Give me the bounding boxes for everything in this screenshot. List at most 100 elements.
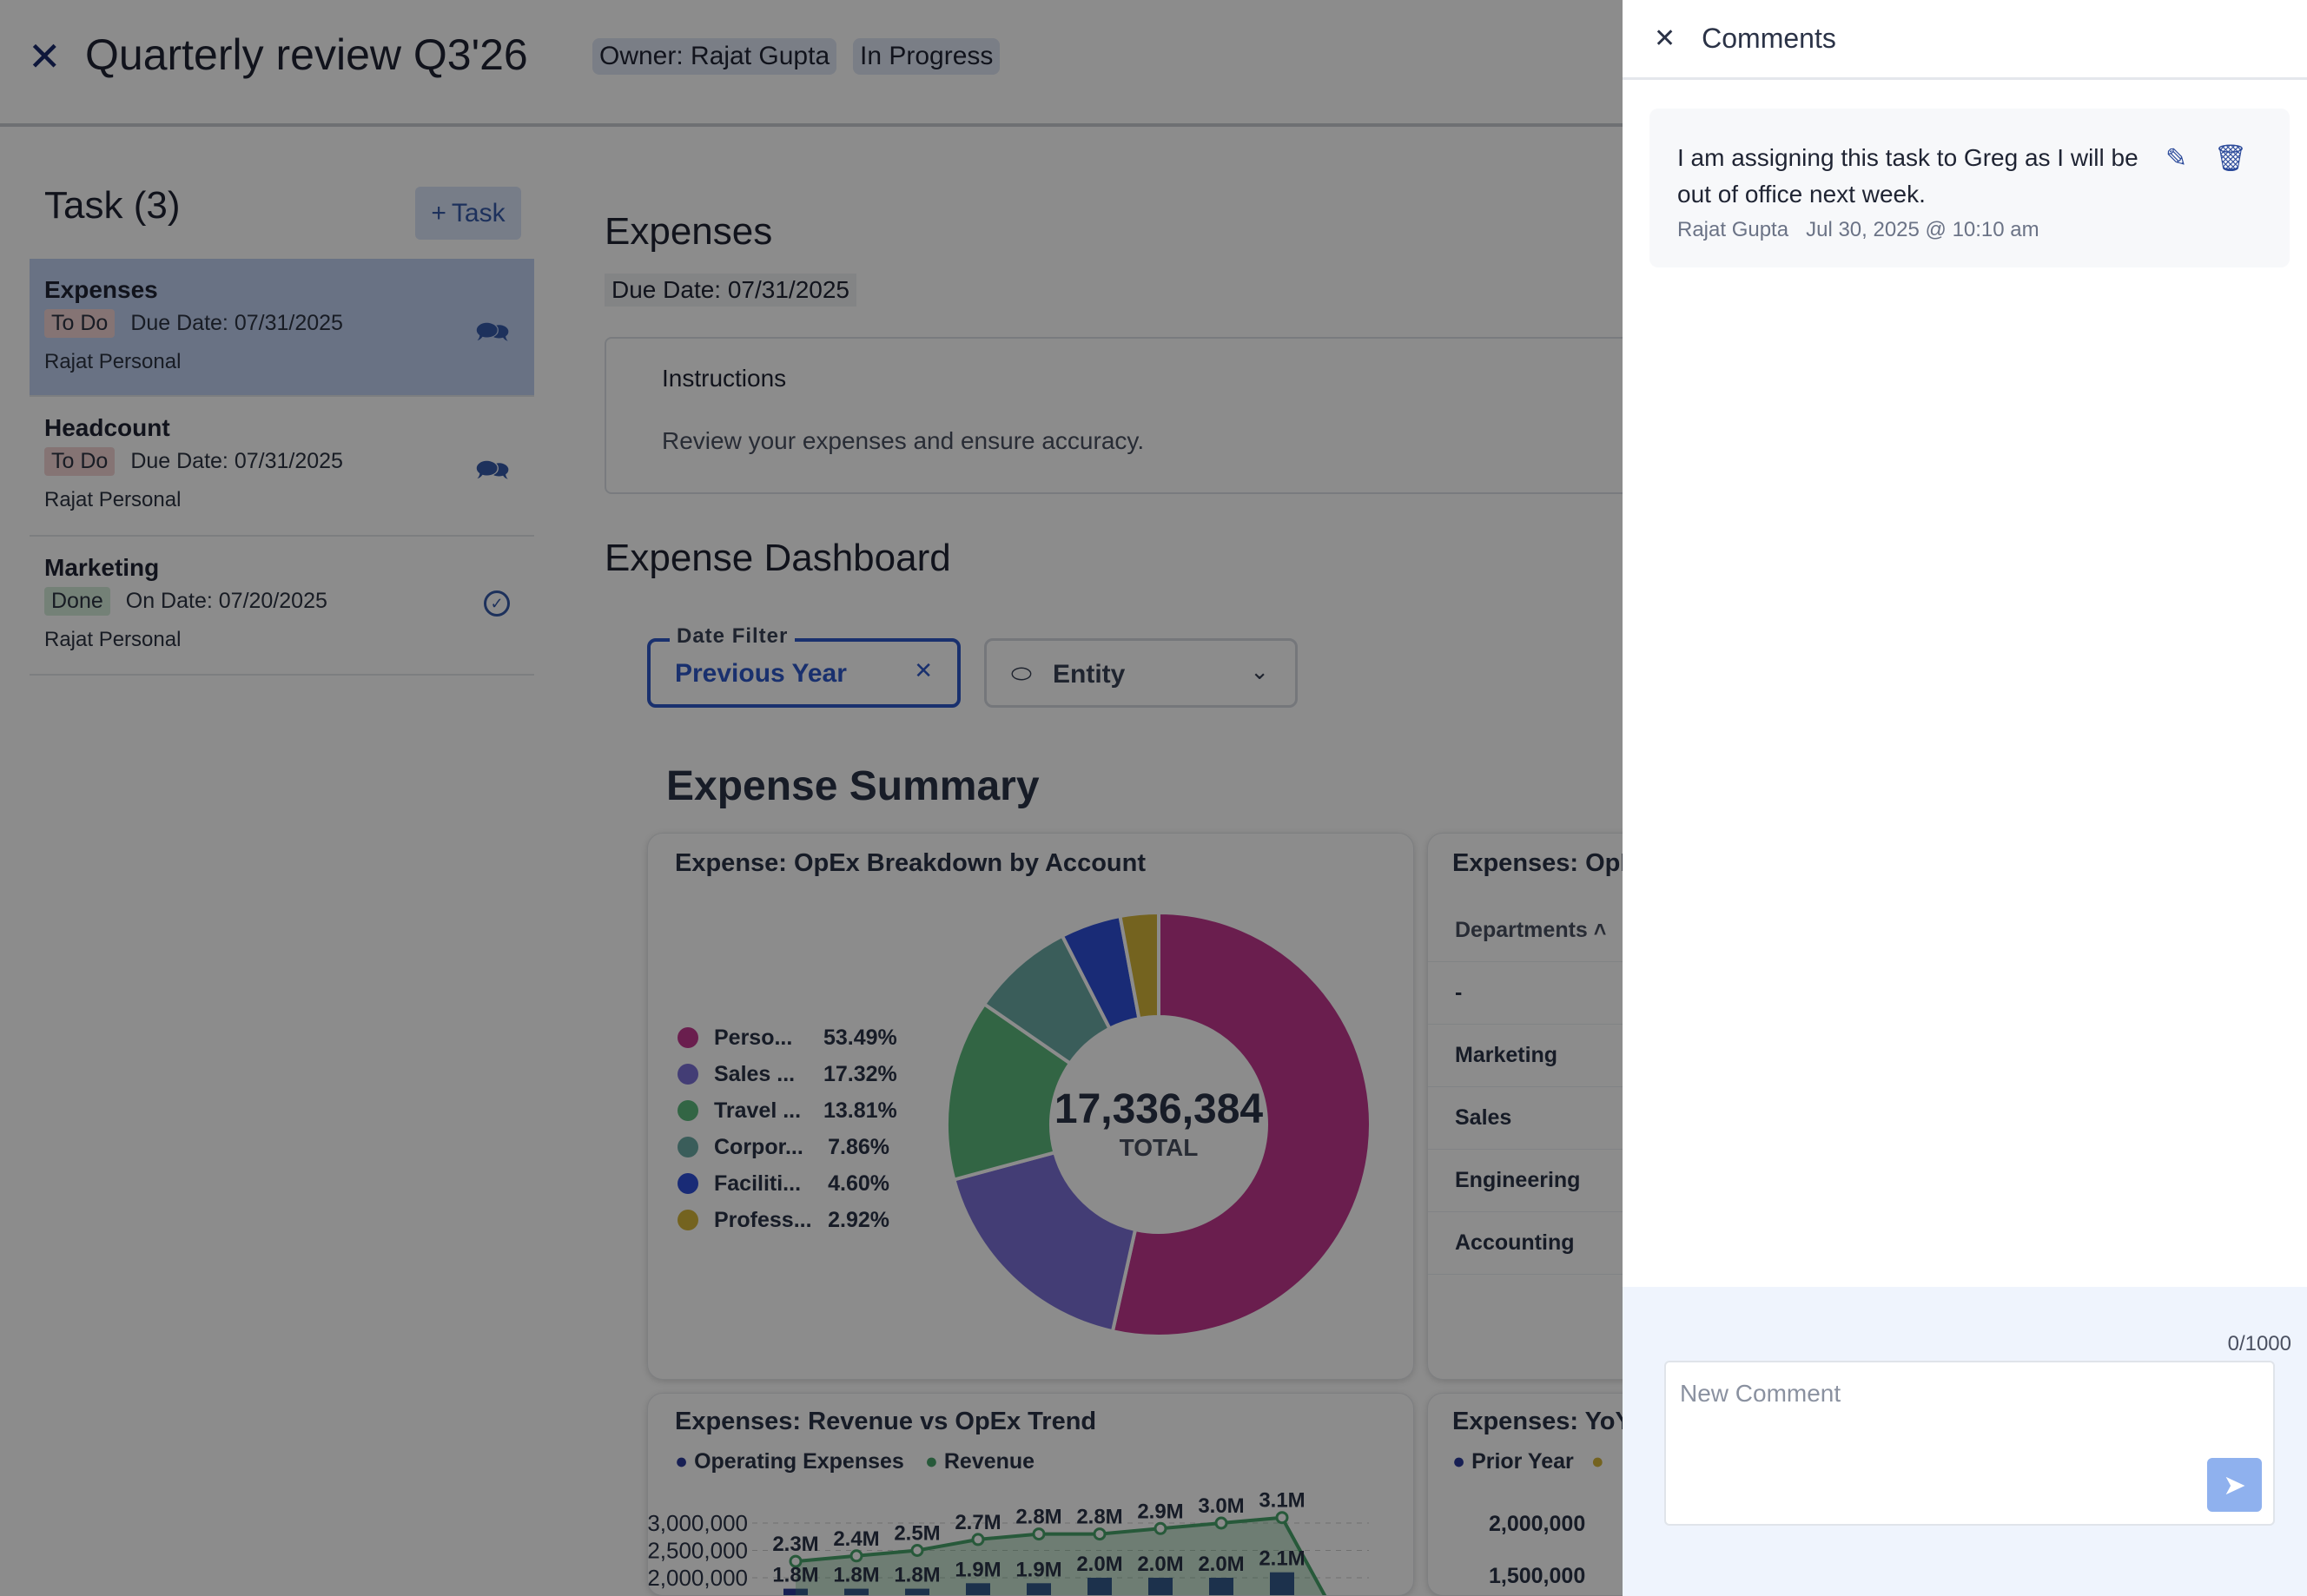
revenue-point[interactable] bbox=[1154, 1521, 1167, 1535]
legend-item[interactable]: Corpor... 7.86% bbox=[678, 1129, 889, 1165]
revenue-label: 2.5M bbox=[894, 1522, 940, 1546]
dashboard-title: Expense Dashboard bbox=[605, 537, 951, 579]
send-button[interactable]: ➤ bbox=[2207, 1458, 2262, 1512]
comments-icon[interactable]: 🗪 bbox=[475, 316, 510, 347]
legend-value: 7.86% bbox=[828, 1134, 889, 1159]
legend-item[interactable]: Travel ... 13.81% bbox=[678, 1092, 897, 1129]
opex-breakdown-card: Expense: OpEx Breakdown by Account Perso… bbox=[647, 833, 1414, 1380]
donut-total-label: TOTAL bbox=[1119, 1134, 1199, 1161]
donut-total: 17,336,384 bbox=[1054, 1086, 1264, 1132]
comments-panel: ✕ Comments I am assigning this task to Gr… bbox=[1623, 0, 2307, 1596]
card-title: Expense: OpEx Breakdown by Account bbox=[675, 849, 1146, 877]
legend-dot bbox=[678, 1064, 698, 1085]
chevron-down-icon: ⌄ bbox=[1250, 658, 1269, 684]
add-task-button[interactable]: + Task bbox=[415, 187, 521, 240]
legend-label: Revenue bbox=[943, 1449, 1035, 1474]
legend-revenue[interactable]: ● Revenue bbox=[924, 1449, 1035, 1474]
task-name: Expenses bbox=[44, 276, 158, 303]
revenue-point[interactable] bbox=[1214, 1516, 1228, 1530]
revenue-line bbox=[795, 1515, 1327, 1595]
donut-slice[interactable] bbox=[945, 1001, 1073, 1182]
task-page: ✕ Quarterly review Q3'26 Owner: Rajat Gu… bbox=[0, 30, 1623, 1596]
comment-time: Jul 30, 2025 @ 10:10 am bbox=[1806, 218, 2039, 241]
task-status: To Do bbox=[44, 447, 116, 476]
send-icon: ➤ bbox=[2223, 1469, 2246, 1500]
revenue-point[interactable] bbox=[849, 1549, 863, 1563]
revenue-label: 2.8M bbox=[1076, 1506, 1122, 1529]
table-row[interactable]: Accounting bbox=[1428, 1212, 1623, 1275]
table-row[interactable]: Engineering bbox=[1428, 1150, 1623, 1212]
modal-backdrop[interactable] bbox=[0, 0, 1623, 1596]
opex-bar[interactable] bbox=[844, 1588, 869, 1596]
donut-slice[interactable] bbox=[951, 1150, 1138, 1334]
legend-item[interactable]: Faciliti... 4.60% bbox=[678, 1165, 889, 1202]
legend-dot bbox=[678, 1137, 698, 1157]
legend-item[interactable]: Perso... 53.49% bbox=[678, 1019, 897, 1056]
opex-bar[interactable] bbox=[1027, 1583, 1051, 1596]
opex-bar[interactable] bbox=[1148, 1578, 1173, 1596]
comment-text: I am assigning this task to Greg as I wi… bbox=[1677, 144, 2138, 208]
revenue-point[interactable] bbox=[1032, 1527, 1046, 1541]
revenue-point[interactable] bbox=[1275, 1511, 1289, 1525]
date-filter-label: Date Filter bbox=[670, 624, 796, 649]
revenue-label: 2.7M bbox=[955, 1511, 1001, 1534]
table-row[interactable]: Marketing bbox=[1428, 1025, 1623, 1087]
legend-item[interactable]: Sales ... 17.32% bbox=[678, 1056, 897, 1092]
due-date-badge: Due Date: 07/31/2025 bbox=[605, 274, 856, 307]
task-item-marketing[interactable]: Marketing Done On Date: 07/20/2025 Rajat … bbox=[30, 537, 534, 676]
opex-bar[interactable] bbox=[1209, 1578, 1233, 1596]
legend-label: Sales ... bbox=[714, 1061, 796, 1086]
opex-bar[interactable] bbox=[1270, 1572, 1294, 1596]
entity-filter[interactable]: ⬭ Entity ⌄ bbox=[984, 638, 1298, 708]
comments-icon[interactable]: 🗪 bbox=[475, 454, 510, 485]
task-owner: Rajat Personal bbox=[44, 350, 182, 373]
legend-opex[interactable]: ● Operating Expenses bbox=[675, 1449, 904, 1474]
opex-table-card: Expenses: OpE Departments ˄ - Marketing Sal… bbox=[1427, 833, 1623, 1380]
task-date: On Date: 07/20/2025 bbox=[125, 589, 327, 613]
opex-bar[interactable] bbox=[905, 1588, 929, 1596]
date-filter[interactable]: Date Filter Previous Year ✕ bbox=[647, 624, 961, 708]
opex-bar[interactable] bbox=[966, 1583, 990, 1596]
opex-bar[interactable] bbox=[1087, 1578, 1112, 1596]
add-task-label: Task bbox=[451, 198, 506, 228]
owner-badge: Owner: Rajat Gupta bbox=[592, 38, 837, 75]
revenue-label: 2.8M bbox=[1015, 1506, 1061, 1529]
y-tick: 2,000,000 bbox=[1489, 1512, 1586, 1536]
revenue-point[interactable] bbox=[971, 1533, 985, 1547]
table-row[interactable]: Sales bbox=[1428, 1087, 1623, 1150]
revenue-point[interactable] bbox=[1093, 1527, 1107, 1541]
column-header-departments[interactable]: Departments ˄ bbox=[1428, 900, 1623, 962]
plus-icon: + bbox=[431, 198, 446, 228]
legend-item[interactable]: Profess... 2.92% bbox=[678, 1202, 889, 1238]
summary-title: Expense Summary bbox=[666, 763, 1040, 809]
trash-icon[interactable]: 🗑 bbox=[2214, 144, 2248, 173]
task-date: Due Date: 07/31/2025 bbox=[130, 311, 343, 335]
task-name: Marketing bbox=[44, 554, 160, 581]
instructions-label: Instructions bbox=[662, 365, 787, 392]
legend-value: 17.32% bbox=[823, 1061, 897, 1086]
legend-dot bbox=[678, 1100, 698, 1121]
card-title: Expenses: Revenue vs OpEx Trend bbox=[675, 1408, 1097, 1435]
revenue-point[interactable] bbox=[910, 1544, 924, 1557]
close-icon[interactable]: ✕ bbox=[28, 34, 62, 79]
task-status: To Do bbox=[44, 309, 116, 338]
donut-slice[interactable] bbox=[1118, 910, 1160, 1021]
table-row[interactable]: - bbox=[1428, 962, 1623, 1025]
close-icon[interactable]: ✕ bbox=[1654, 24, 1676, 53]
task-item-expenses[interactable]: Expenses To Do Due Date: 07/31/2025 Rajat… bbox=[30, 259, 534, 397]
legend-current[interactable]: ● bbox=[1590, 1449, 1604, 1474]
task-item-headcount[interactable]: Headcount To Do Due Date: 07/31/2025 Raja… bbox=[30, 397, 534, 537]
legend-prior-year[interactable]: ● Prior Year bbox=[1452, 1449, 1574, 1474]
opex-label: 1.8M bbox=[772, 1564, 818, 1587]
opex-bar[interactable] bbox=[783, 1588, 808, 1596]
clear-icon[interactable]: ✕ bbox=[914, 657, 933, 683]
edit-icon[interactable]: ✎ bbox=[2165, 144, 2188, 173]
legend-label: Profess... bbox=[714, 1207, 812, 1232]
legend-value: 13.81% bbox=[823, 1098, 897, 1123]
donut-slice[interactable] bbox=[1110, 910, 1372, 1338]
legend-label: Travel ... bbox=[714, 1098, 802, 1123]
opex-label: 1.9M bbox=[955, 1558, 1001, 1581]
new-comment-input[interactable]: New Comment bbox=[1664, 1361, 2275, 1526]
revenue-point[interactable] bbox=[789, 1554, 803, 1568]
